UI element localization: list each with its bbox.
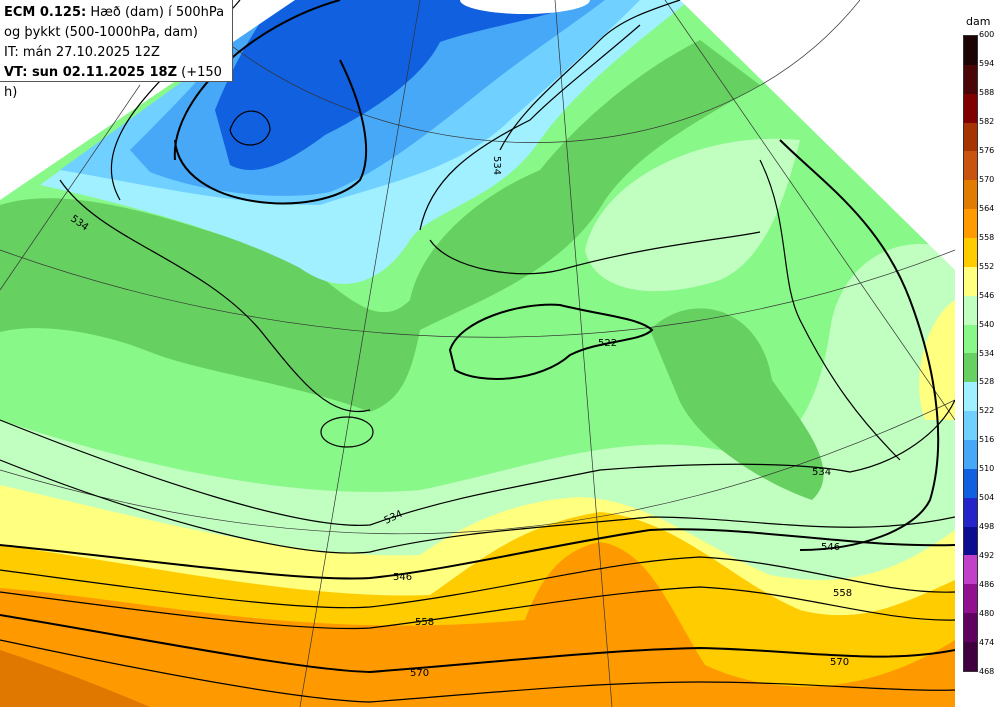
contour-label: 546	[821, 542, 840, 553]
thickness-546-552-east	[919, 300, 955, 420]
colorbar-tick-label: 510	[979, 464, 995, 474]
colorbar-swatch	[964, 613, 977, 643]
colorbar-unit: dam	[966, 15, 991, 28]
colorbar-tick-label: 474	[979, 638, 995, 648]
thickness-558-564	[0, 542, 955, 707]
colorbar-tick-label: 498	[979, 522, 995, 532]
model-name: ECM 0.125:	[4, 5, 87, 20]
colorbar-tick-label: 480	[979, 609, 995, 619]
colorbar-swatch	[964, 295, 977, 325]
contour-label: 558	[833, 588, 852, 599]
colorbar-tick-label: 570	[979, 174, 995, 184]
colorbar-swatch	[964, 324, 977, 354]
thickness-528-534	[0, 40, 760, 412]
contour-label: 558	[415, 617, 434, 628]
colorbar-swatch	[964, 209, 977, 239]
colorbar-swatch	[964, 64, 977, 94]
colorbar-tick-label: 492	[979, 551, 995, 561]
colorbar-tick-label: 576	[979, 145, 995, 155]
colorbar-swatch	[964, 353, 977, 383]
colorbar-swatch	[964, 36, 977, 65]
colorbar-swatch	[964, 266, 977, 296]
weather-map: 534 534 522 534 534 546 546 558 558 570 …	[0, 0, 955, 707]
contour-labels: 534 534 522 534 534 546 546 558 558 570 …	[68, 156, 852, 679]
colorbar-swatch	[964, 93, 977, 123]
contour-label: 570	[410, 668, 429, 679]
colorbar-tick-label: 594	[979, 58, 995, 68]
title-subdescription: og þykkt (500-1000hPa, dam)	[4, 25, 198, 40]
contour-label: 534	[812, 467, 831, 478]
colorbar-swatch	[964, 555, 977, 585]
colorbar-swatch	[964, 382, 977, 412]
colorbar-tick-label: 504	[979, 493, 995, 503]
map-title-box: ECM 0.125: Hæð (dam) í 500hPa og þykkt (…	[0, 0, 233, 100]
colorbar-tick-label: 600	[979, 30, 995, 39]
colorbar-swatch	[964, 151, 977, 181]
contour-label: 534	[491, 156, 502, 175]
contour-label: 546	[393, 572, 412, 583]
title-description: Hæð (dam) í 500hPa	[90, 5, 225, 20]
colorbar-swatch	[964, 497, 977, 527]
colorbar-swatch	[964, 238, 977, 267]
colorbar-swatch	[964, 468, 977, 498]
colorbar-tick-label: 558	[979, 232, 995, 242]
meridians	[0, 0, 955, 707]
colorbar-tick-label: 522	[979, 406, 995, 416]
colorbar-tick-label: 552	[979, 261, 995, 271]
colorbar-swatch	[964, 642, 977, 671]
colorbar-tick-label: 546	[979, 290, 995, 300]
colorbar-swatch	[964, 526, 977, 556]
colorbar-swatch	[964, 411, 977, 441]
contour-label: 570	[830, 657, 849, 668]
forecast-hour: (+150 h)	[4, 65, 222, 100]
colorbar-tick-label: 564	[979, 203, 995, 213]
thickness-528-534-uk	[650, 308, 824, 500]
thickness-504-510	[215, 0, 590, 171]
thickness-540-546-north	[585, 138, 800, 292]
colorbar-swatch	[964, 440, 977, 469]
colorbar-swatch	[964, 584, 977, 614]
thickness-564-570	[0, 650, 150, 707]
colorbar-tick-label: 588	[979, 87, 995, 97]
colorbar-tick-label: 486	[979, 580, 995, 590]
colorbar-tick-label: 528	[979, 377, 995, 387]
colorbar-tick-label: 468	[979, 667, 995, 676]
colorbar	[963, 35, 978, 672]
outside-domain-pole	[460, 0, 590, 14]
valid-time: VT: sun 02.11.2025 18Z	[4, 65, 177, 80]
colorbar-swatch	[964, 180, 977, 210]
colorbar-tick-label: 540	[979, 319, 995, 329]
colorbar-tick-label: 534	[979, 348, 995, 358]
colorbar-tick-label: 516	[979, 435, 995, 445]
init-time: IT: mán 27.10.2025 12Z	[4, 45, 160, 60]
outside-domain-ne	[680, 0, 955, 270]
colorbar-tick-label: 582	[979, 116, 995, 126]
colorbar-swatch	[964, 122, 977, 152]
contour-label: 522	[598, 338, 617, 349]
